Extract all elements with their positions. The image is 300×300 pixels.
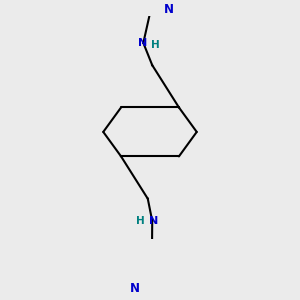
Text: N: N	[138, 38, 147, 48]
Text: N: N	[149, 216, 158, 226]
Text: H: H	[136, 216, 144, 226]
Text: N: N	[164, 3, 174, 16]
Text: H: H	[151, 40, 160, 50]
Text: N: N	[130, 282, 140, 295]
